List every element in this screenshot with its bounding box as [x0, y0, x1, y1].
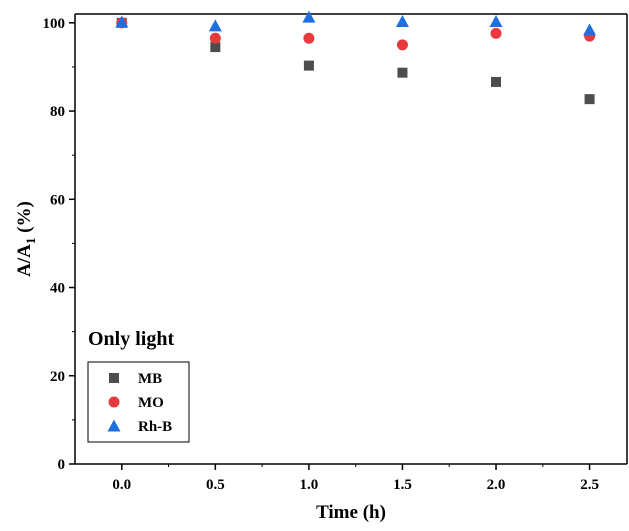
- y-axis-title-suffix: (%): [14, 201, 35, 237]
- x-tick-label: 1.5: [393, 477, 412, 493]
- data-point-rh-b: [395, 15, 409, 27]
- data-point-rh-b: [115, 15, 129, 28]
- y-tick-label: 80: [50, 104, 65, 120]
- legend: MB MO Rh-B: [87, 361, 190, 443]
- y-tick-label: 60: [50, 192, 65, 208]
- data-point-mo: [209, 32, 221, 44]
- data-point-mb: [491, 76, 502, 87]
- y-tick-label: 100: [43, 16, 66, 32]
- legend-marker-mo: [108, 396, 120, 408]
- y-ticks: 0 20 40 60 80 100: [43, 16, 75, 473]
- y-axis-title: A/A1 (%): [14, 201, 38, 277]
- data-point-mb: [303, 60, 314, 71]
- data-point-rh-b: [489, 15, 503, 27]
- x-tick-label: 2.0: [487, 477, 506, 493]
- y-tick-label: 0: [58, 457, 66, 473]
- legend-marker-rh-b: [107, 419, 121, 432]
- x-tick-label: 1.0: [300, 477, 319, 493]
- x-tick-label: 0.5: [206, 477, 225, 493]
- legend-label: MO: [138, 395, 164, 411]
- x-tick-label: 2.5: [580, 477, 599, 493]
- data-point-mo: [303, 32, 315, 44]
- x-axis-title: Time (h): [316, 502, 386, 523]
- data-point-rh-b: [302, 10, 316, 23]
- legend-marker-mb: [109, 373, 119, 383]
- data-point-rh-b: [583, 23, 597, 36]
- data-point-rh-b: [208, 19, 222, 32]
- annotation-only-light: Only light: [88, 328, 174, 350]
- data-point-mo: [490, 27, 502, 39]
- data-point-mb: [210, 42, 221, 53]
- y-tick-label: 20: [50, 369, 65, 385]
- x-ticks: 0.0 0.5 1.0 1.5 2.0 2.5: [112, 464, 599, 493]
- x-tick-label: 0.0: [112, 477, 131, 493]
- legend-box: [87, 361, 190, 443]
- y-axis-title-main: A/A: [14, 244, 35, 277]
- legend-label: Rh-B: [138, 419, 172, 435]
- y-tick-label: 40: [50, 281, 65, 297]
- data-point-mb: [584, 94, 595, 105]
- data-point-mo: [396, 39, 408, 51]
- data-point-mb: [397, 67, 408, 78]
- data-markers: [115, 10, 597, 105]
- legend-label: MB: [138, 371, 162, 387]
- legend-items: MB MO Rh-B: [107, 371, 172, 435]
- y-axis-title-subscript: 1: [23, 238, 38, 245]
